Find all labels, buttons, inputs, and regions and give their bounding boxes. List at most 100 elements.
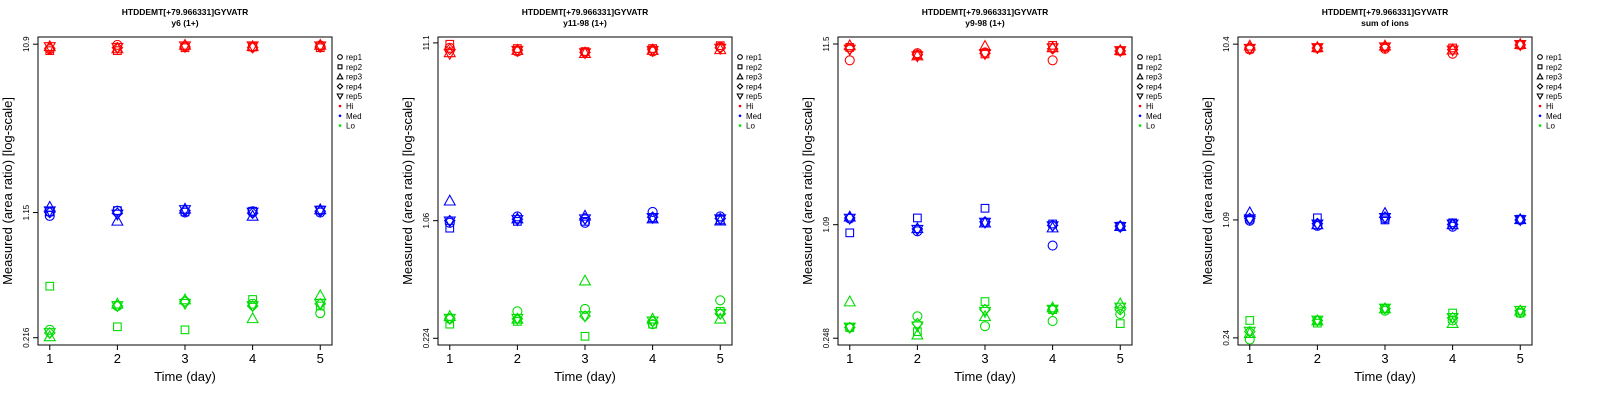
legend-rep5-icon xyxy=(336,93,344,101)
data-point-med-rep5 xyxy=(911,224,924,237)
legend-label-rep1: rep1 xyxy=(746,53,763,62)
x-axis-label: Time (day) xyxy=(154,369,216,384)
legend-rep1-icon xyxy=(1537,54,1543,60)
data-point-lo-rep1 xyxy=(1115,308,1126,320)
x-tick-label: 2 xyxy=(514,351,521,366)
legend-label-med: Med xyxy=(346,112,362,121)
chart-title: HTDDEMT[+79.966331]GYVATR xyxy=(1322,7,1449,17)
data-point-lo-rep5 xyxy=(911,321,924,333)
x-axis-label: Time (day) xyxy=(954,369,1016,384)
legend-rep3-icon xyxy=(336,72,344,80)
data-point-med-rep1 xyxy=(1047,240,1058,251)
legend-rep4-icon xyxy=(336,82,344,90)
data-point-lo-rep5 xyxy=(646,316,659,328)
data-point-hi-rep4 xyxy=(443,43,456,56)
data-point-lo-rep5 xyxy=(178,298,192,311)
legend-rep1-icon xyxy=(737,54,743,60)
data-point-lo-rep5 xyxy=(1378,303,1392,315)
data-point-hi-rep5 xyxy=(1113,46,1127,58)
x-tick-label: 1 xyxy=(1246,351,1253,366)
legend-label-rep1: rep1 xyxy=(1146,53,1163,62)
chart-title: HTDDEMT[+79.966331]GYVATR xyxy=(122,7,249,17)
data-point-lo-rep2 xyxy=(580,331,590,341)
data-point-hi-rep3 xyxy=(511,43,524,55)
data-point-hi-rep4 xyxy=(911,48,924,61)
data-point-lo-rep1 xyxy=(647,319,658,330)
y-tick-label: 0.248 xyxy=(822,328,831,349)
x-tick-label: 4 xyxy=(249,351,256,366)
data-point-hi-rep3 xyxy=(978,39,992,51)
data-point-hi-rep5 xyxy=(713,43,727,56)
data-point-med-rep5 xyxy=(843,213,857,226)
data-point-hi-rep2 xyxy=(715,41,725,51)
legend-label-med: Med xyxy=(746,112,762,121)
legend-lo-dot xyxy=(738,124,742,127)
legend-label-rep4: rep4 xyxy=(746,82,763,91)
data-point-lo-rep5 xyxy=(1446,313,1459,325)
legend-rep3-icon xyxy=(1536,72,1544,80)
data-point-lo-rep5 xyxy=(313,298,327,311)
data-point-med-rep3 xyxy=(1243,205,1257,218)
data-point-hi-rep1 xyxy=(1047,55,1058,66)
data-point-med-rep1 xyxy=(579,217,591,228)
legend-lo-dot xyxy=(338,124,342,127)
data-point-lo-rep3 xyxy=(911,328,924,340)
data-point-med-rep5 xyxy=(511,215,524,227)
data-point-med-rep5 xyxy=(1378,212,1392,225)
x-axis-label: Time (day) xyxy=(554,369,616,384)
data-point-hi-rep5 xyxy=(646,45,659,58)
legend-label-rep3: rep3 xyxy=(1546,73,1563,82)
data-point-med-rep2 xyxy=(980,203,990,213)
data-point-med-rep2 xyxy=(845,228,855,238)
x-tick-label: 5 xyxy=(317,351,324,366)
data-point-hi-rep5 xyxy=(911,51,924,63)
data-point-lo-rep5 xyxy=(1046,304,1059,317)
data-point-hi-rep5 xyxy=(511,45,524,58)
legend-label-rep2: rep2 xyxy=(346,63,363,72)
data-point-lo-rep3 xyxy=(978,309,992,322)
x-tick-label: 3 xyxy=(181,351,188,366)
legend-label-lo: Lo xyxy=(746,122,755,131)
legend-med-dot xyxy=(1538,114,1542,118)
x-tick-label: 2 xyxy=(1314,351,1321,366)
data-point-med-rep5 xyxy=(1311,219,1324,231)
x-tick-label: 1 xyxy=(846,351,853,366)
chart-title: HTDDEMT[+79.966331]GYVATR xyxy=(922,7,1049,17)
data-point-hi-rep4 xyxy=(646,43,659,56)
data-point-lo-rep2 xyxy=(45,281,55,291)
data-point-lo-rep3 xyxy=(246,311,259,324)
legend-rep2-icon xyxy=(1137,64,1143,70)
legend-label-rep3: rep3 xyxy=(1146,73,1163,82)
legend-rep5-icon xyxy=(1136,93,1144,101)
data-point-med-rep5 xyxy=(978,217,992,230)
data-point-hi-rep3 xyxy=(1446,43,1459,55)
x-tick-label: 3 xyxy=(981,351,988,366)
chart-title: HTDDEMT[+79.966331]GYVATR xyxy=(522,7,649,17)
legend-label-rep5: rep5 xyxy=(1546,92,1563,101)
data-point-med-rep1 xyxy=(647,206,658,217)
data-point-hi-rep3 xyxy=(1311,40,1324,53)
data-point-lo-rep5 xyxy=(843,322,857,335)
data-point-lo-rep1 xyxy=(1047,316,1058,327)
data-point-lo-rep3 xyxy=(713,312,727,324)
x-tick-label: 5 xyxy=(717,351,724,366)
y-tick-label: 0.216 xyxy=(22,327,31,348)
legend-label-rep2: rep2 xyxy=(746,63,763,72)
legend-rep3-icon xyxy=(1136,72,1144,80)
y-tick-label: 11.1 xyxy=(422,35,431,51)
data-point-lo-rep1 xyxy=(179,296,191,307)
data-point-med-rep3 xyxy=(1113,219,1127,231)
legend-label-rep5: rep5 xyxy=(346,92,363,101)
legend-lo-dot xyxy=(1538,124,1542,127)
data-point-hi-rep5 xyxy=(1513,40,1527,52)
chart-subtitle: y6 (1+) xyxy=(171,18,198,28)
data-point-med-rep3 xyxy=(43,200,57,212)
data-point-lo-rep1 xyxy=(579,303,591,315)
data-point-med-rep5 xyxy=(646,212,659,225)
data-point-hi-rep3 xyxy=(1113,43,1127,56)
x-tick-label: 2 xyxy=(914,351,921,366)
data-point-med-rep2 xyxy=(1313,213,1322,223)
